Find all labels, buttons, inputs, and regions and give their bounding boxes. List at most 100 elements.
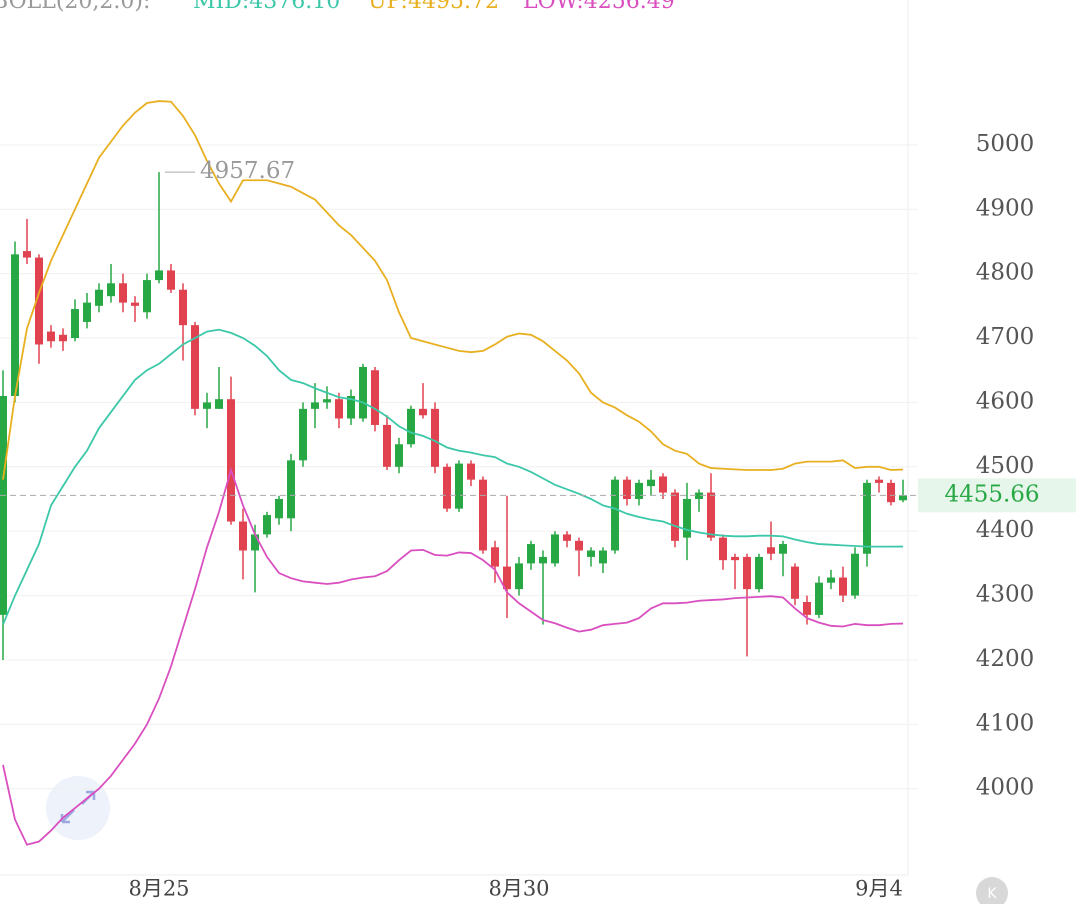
candle-body — [155, 270, 163, 281]
x-tick-label: 8月30 — [488, 877, 549, 901]
candle-body — [227, 399, 235, 522]
candle-body — [755, 556, 763, 590]
y-tick-label: 5000 — [976, 131, 1035, 157]
candle-body — [203, 402, 211, 409]
x-tick-label: 9月4 — [855, 877, 903, 901]
candle-body — [371, 370, 379, 425]
candle-body — [731, 556, 739, 561]
candle-body — [335, 399, 343, 419]
candle-body — [875, 479, 883, 483]
candle-body — [659, 476, 667, 493]
candle-body — [515, 563, 523, 590]
y-tick-label: 4600 — [976, 388, 1035, 414]
candle-body — [419, 408, 427, 416]
candle-body — [743, 556, 751, 590]
boll-line — [2, 466, 904, 846]
candle-body — [167, 270, 175, 290]
candle-body — [47, 331, 55, 342]
candle-body — [299, 408, 307, 461]
candle-body — [647, 479, 655, 487]
candle-body — [671, 492, 679, 541]
candle-body — [551, 534, 559, 564]
y-tick-label: 4700 — [976, 324, 1035, 350]
candle-body — [707, 492, 715, 538]
candle-body — [179, 289, 187, 326]
candle-body — [575, 540, 583, 551]
candle-body — [839, 577, 847, 596]
last-price-box — [918, 478, 1076, 513]
candle-body — [455, 463, 463, 509]
y-tick-label: 4800 — [976, 260, 1035, 286]
candle-body — [899, 495, 907, 501]
candle-body — [383, 424, 391, 467]
candle-body — [563, 534, 571, 541]
boll-line — [2, 100, 904, 480]
candle-body — [479, 479, 487, 551]
candle-body — [191, 325, 199, 409]
candle-body — [107, 283, 115, 297]
candle-body — [719, 537, 727, 561]
last-price-label: 4455.66 — [944, 481, 1039, 507]
candle-body — [695, 492, 703, 499]
candle-body — [503, 566, 511, 590]
indicator-label: BOLL(20,2.0): — [0, 0, 150, 14]
y-tick-label: 4400 — [976, 517, 1035, 543]
candle-body — [827, 577, 835, 583]
candle-body — [539, 556, 547, 564]
candle-body — [347, 395, 355, 419]
candle-body — [239, 521, 247, 551]
candle-body — [623, 479, 631, 499]
candle-body — [359, 366, 367, 419]
x-tick-label: 8月25 — [128, 877, 189, 901]
candle-body — [215, 399, 223, 409]
candle-body — [131, 302, 139, 306]
y-tick-label: 4100 — [976, 710, 1035, 736]
y-tick-label: 4300 — [976, 582, 1035, 608]
candle-body — [431, 408, 439, 467]
candle-body — [851, 553, 859, 596]
candle-body — [815, 582, 823, 615]
candle-body — [767, 547, 775, 554]
candle-body — [35, 257, 43, 345]
max-label: 4957.67 — [200, 158, 295, 184]
candle-body — [263, 515, 271, 535]
legend-entry: LOW:4256.49 — [523, 0, 675, 14]
candle-body — [611, 479, 619, 551]
candle-body — [11, 254, 19, 396]
candle-body — [443, 466, 451, 509]
candle-body — [71, 309, 79, 339]
candle-body — [275, 498, 283, 519]
y-tick-label: 4000 — [976, 775, 1035, 801]
candle-body — [23, 251, 31, 258]
candle-body — [83, 302, 91, 322]
boll-line — [2, 328, 904, 625]
candle-body — [395, 444, 403, 467]
candle-body — [287, 460, 295, 519]
candle-body — [407, 408, 415, 445]
candle-body — [95, 289, 103, 306]
k-button[interactable] — [976, 877, 1008, 904]
candle-body — [59, 334, 67, 342]
candle-body — [863, 482, 871, 554]
candle-body — [587, 550, 595, 557]
y-tick-label: 4200 — [976, 646, 1035, 672]
legend-entry: MID:4376.10 — [193, 0, 340, 14]
legend-entry: UP:4495.72 — [368, 0, 499, 14]
candle-body — [779, 544, 787, 554]
candle-body — [887, 482, 895, 503]
candle-body — [683, 498, 691, 538]
candle-body — [599, 550, 607, 564]
candle-body — [467, 463, 475, 480]
k-icon: K — [987, 886, 997, 902]
candle-body — [0, 395, 7, 615]
candle-body — [791, 566, 799, 599]
candle-body — [251, 534, 259, 551]
y-tick-label: 4900 — [976, 195, 1035, 221]
y-tick-label: 4500 — [976, 453, 1035, 479]
candle-body — [323, 399, 331, 403]
candle-body — [635, 482, 643, 499]
zoom-button[interactable] — [46, 776, 110, 840]
candle-body — [491, 547, 499, 567]
